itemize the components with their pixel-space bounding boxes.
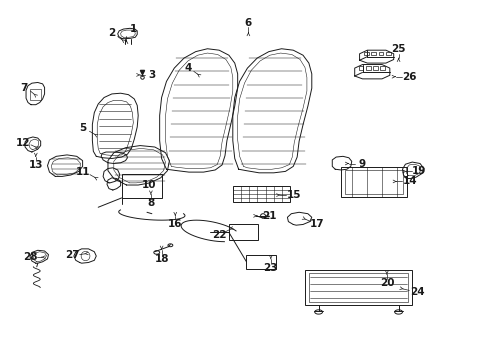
Text: 18: 18 xyxy=(154,254,168,264)
Bar xyxy=(30,89,41,100)
Bar xyxy=(228,225,258,240)
Bar xyxy=(232,186,290,202)
Text: 17: 17 xyxy=(309,219,324,229)
Text: 22: 22 xyxy=(211,230,226,239)
Text: 15: 15 xyxy=(286,190,301,200)
Bar xyxy=(340,167,407,197)
Text: 2: 2 xyxy=(108,28,115,38)
Text: 6: 6 xyxy=(244,18,251,28)
Text: 24: 24 xyxy=(409,287,424,297)
Bar xyxy=(379,66,384,70)
Bar xyxy=(122,174,161,198)
Text: 23: 23 xyxy=(263,262,278,273)
Text: 20: 20 xyxy=(379,278,393,288)
Text: 21: 21 xyxy=(262,211,277,221)
Text: 14: 14 xyxy=(402,176,417,186)
Bar xyxy=(370,51,375,55)
Text: 19: 19 xyxy=(411,166,426,176)
Text: 28: 28 xyxy=(22,252,37,262)
Text: 27: 27 xyxy=(65,250,80,260)
Text: 13: 13 xyxy=(28,160,43,170)
Bar xyxy=(308,273,407,302)
Text: 3: 3 xyxy=(148,70,155,80)
Text: 25: 25 xyxy=(390,44,405,54)
Bar xyxy=(365,66,370,70)
Text: 5: 5 xyxy=(79,123,86,133)
Bar xyxy=(358,66,363,70)
Text: 11: 11 xyxy=(75,167,90,177)
Text: 26: 26 xyxy=(401,72,416,82)
Text: 1: 1 xyxy=(129,24,137,35)
Text: 16: 16 xyxy=(168,219,182,229)
Bar xyxy=(344,170,403,194)
Text: 10: 10 xyxy=(142,180,156,190)
Text: 9: 9 xyxy=(358,158,366,168)
Text: 8: 8 xyxy=(147,198,154,208)
Bar xyxy=(363,51,368,55)
Bar xyxy=(246,255,275,269)
Bar xyxy=(305,270,411,305)
Text: 4: 4 xyxy=(184,63,192,73)
Text: 12: 12 xyxy=(15,138,30,148)
Text: 7: 7 xyxy=(20,83,27,93)
Bar xyxy=(372,66,377,70)
Bar xyxy=(378,51,383,55)
Bar xyxy=(385,51,390,55)
